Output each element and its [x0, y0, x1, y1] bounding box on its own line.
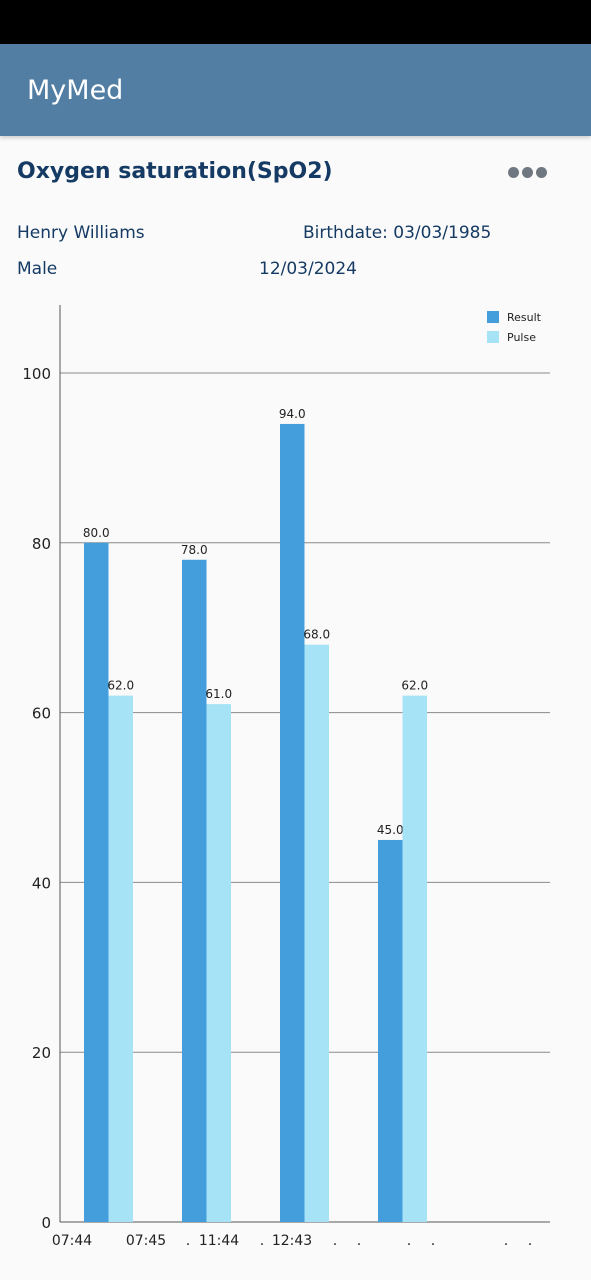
legend-label: Result: [507, 311, 542, 324]
x-tick-label: 07:44: [52, 1233, 92, 1249]
spo2-bar-chart: 0 20 40 60 80 100 80.0 62.0 78.0 61.0 94.0 68.0 45.0…: [22, 305, 550, 1249]
x-tick-label: 07:45: [126, 1233, 166, 1249]
bar-result: [84, 542, 109, 1222]
x-tick-label: 12:43: [272, 1233, 312, 1249]
bar-result: [378, 839, 403, 1222]
patient-sex: Male: [17, 259, 58, 279]
x-tick-label: .: [528, 1233, 532, 1249]
bar-pulse: [304, 644, 329, 1222]
y-tick-label: 60: [32, 705, 51, 723]
x-tick-label: .: [504, 1233, 508, 1249]
legend-swatch: [487, 311, 499, 323]
bar-pulse: [402, 695, 427, 1222]
more-horizontal-icon[interactable]: [508, 165, 552, 179]
bar-pulse: [206, 704, 231, 1222]
y-tick-label: 0: [41, 1214, 51, 1232]
data-label: 45.0: [377, 823, 404, 837]
data-label: 80.0: [83, 526, 110, 540]
y-tick-label: 40: [32, 874, 51, 892]
data-label: 78.0: [181, 543, 208, 557]
menu-dot: [536, 166, 547, 178]
x-tick-label: .: [260, 1233, 264, 1249]
y-tick-label: 20: [32, 1044, 51, 1062]
x-tick-label: .: [333, 1233, 337, 1249]
x-tick-label: 11:44: [199, 1233, 239, 1249]
legend-label: Pulse: [507, 331, 536, 344]
data-label: 62.0: [401, 679, 428, 693]
menu-dot: [522, 166, 533, 178]
bar-result: [182, 559, 207, 1222]
data-label: 62.0: [107, 679, 134, 693]
data-label: 94.0: [279, 407, 306, 421]
measurement-date: 12/03/2024: [259, 259, 357, 279]
x-tick-label: .: [431, 1233, 435, 1249]
menu-dot: [508, 166, 519, 178]
y-tick-label: 80: [32, 535, 51, 553]
data-label: 68.0: [303, 628, 330, 642]
bar-result: [280, 423, 305, 1222]
data-label: 61.0: [205, 687, 232, 701]
y-tick-label: 100: [22, 365, 51, 383]
app-title: MyMed: [27, 75, 124, 106]
x-tick-label: .: [357, 1233, 361, 1249]
x-tick-label: .: [186, 1233, 190, 1249]
x-tick-label: .: [407, 1233, 411, 1249]
patient-name: Henry Williams: [17, 223, 145, 243]
legend-swatch: [487, 331, 499, 343]
app-bar: MyMed: [0, 44, 591, 136]
status-bar: [0, 0, 591, 44]
patient-birthdate: Birthdate: 03/03/1985: [303, 223, 492, 243]
bar-pulse: [108, 695, 133, 1222]
page-title: Oxygen saturation(SpO2): [17, 159, 333, 184]
